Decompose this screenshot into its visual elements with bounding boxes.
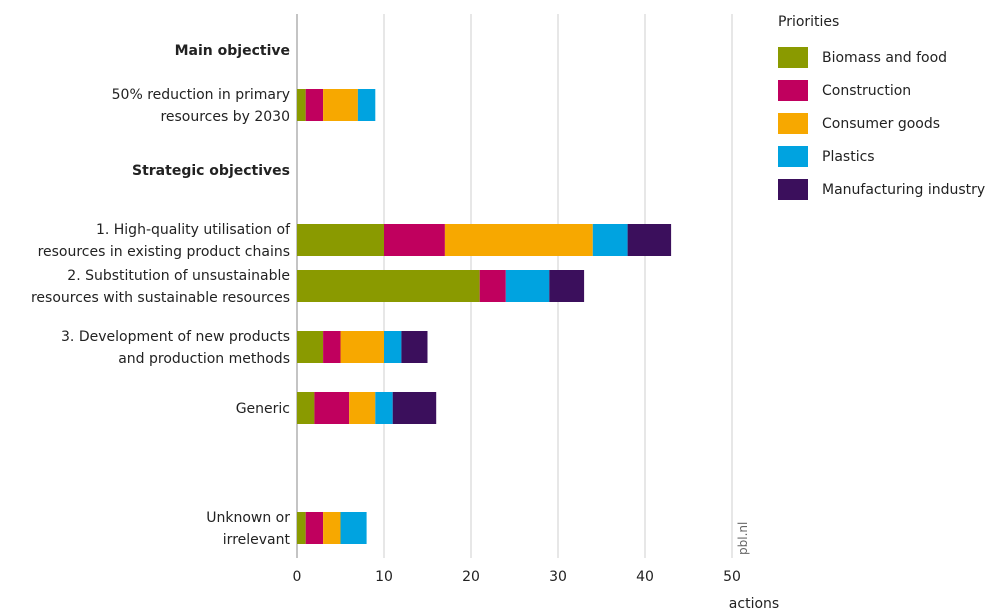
category-label: 3. Development of new products and produc… [61,329,290,367]
legend-swatch [778,113,808,134]
bar-segment [305,512,324,544]
legend-swatch [778,146,808,167]
bar-segment [305,89,324,121]
bar-segment [297,224,384,256]
bar-segment [549,270,585,302]
x-tick-label: 30 [549,569,567,585]
legend-title: Priorities [778,14,839,30]
bar-segment [479,270,506,302]
x-tick-label: 40 [636,569,654,585]
x-axis-title: actions [729,596,779,612]
bar-segment [314,392,350,424]
x-tick-label: 50 [723,569,741,585]
bars [297,89,672,544]
legend-swatch [778,47,808,68]
section-heading: Strategic objectives [132,163,290,179]
bar-segment [297,270,480,302]
category-label: 50% reduction in primary resources by 203… [112,87,290,125]
category-labels: Main objective Strategic objectives 50% re… [31,43,291,548]
bar-segment [340,512,367,544]
bar-segment [401,331,428,363]
legend-label: Construction [822,83,911,99]
bar-segment [297,392,315,424]
bar-segment [297,331,324,363]
bar-segment [340,331,384,363]
bar-segment [357,89,376,121]
bar-segment [297,512,306,544]
bar-segment [384,224,445,256]
category-label: 2. Substitution of unsustainable resource… [31,268,290,306]
section-heading: Main objective [175,43,290,59]
category-label: Generic [236,401,290,417]
credit-label: pbl.nl [736,522,750,555]
legend: Priorities Biomass and food Construction C… [778,14,985,200]
bar-segment [384,331,402,363]
legend-swatch [778,80,808,101]
legend-label: Manufacturing industry [822,182,985,198]
bar-segment [323,512,341,544]
legend-label: Plastics [822,149,875,165]
legend-swatch [778,179,808,200]
x-tick-labels: 0 10 20 30 40 50 [293,569,741,585]
bar-segment [392,392,437,424]
bar-segment [505,270,550,302]
bar-segment [627,224,672,256]
legend-label: Consumer goods [822,116,940,132]
category-label: Unknown or irrelevant [206,510,290,548]
category-label: 1. High-quality utilisation of resources … [38,222,292,260]
bar-segment [323,331,341,363]
bar-segment [444,224,593,256]
x-tick-label: 10 [375,569,393,585]
bar-segment [297,89,306,121]
x-tick-label: 20 [462,569,480,585]
x-tick-label: 0 [293,569,302,585]
legend-label: Biomass and food [822,50,947,66]
bar-segment [375,392,393,424]
bar-segment [349,392,376,424]
bar-segment [592,224,628,256]
bar-segment [323,89,358,121]
